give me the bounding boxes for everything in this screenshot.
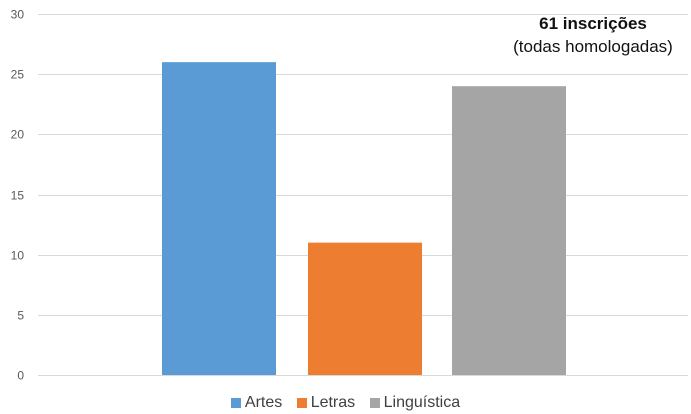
bar-artes: [162, 62, 276, 376]
y-tick-label-10: 10: [11, 249, 25, 263]
legend-swatch-artes: [230, 398, 241, 408]
y-tick-label-15: 15: [11, 189, 25, 203]
legend-swatch-letras: [296, 398, 307, 408]
bar-letras: [308, 242, 422, 375]
annotation-note: (todas homologadas): [513, 37, 673, 56]
legend-label-letras: Letras: [310, 394, 356, 411]
y-tick-label-5: 5: [17, 309, 24, 323]
y-tick-label-20: 20: [11, 128, 25, 142]
legend: Artes Letras Linguística: [0, 394, 691, 413]
legend-item-artes: Artes: [230, 394, 283, 412]
legend-label-linguistica: Linguística: [383, 394, 461, 411]
y-tick-label-30: 30: [11, 8, 25, 22]
y-tick-label-25: 25: [11, 68, 25, 82]
bar-chart-plot: 0 5 10 15 20 25 30: [11, 8, 688, 383]
legend-item-letras: Letras: [296, 394, 356, 412]
y-tick-label-0: 0: [17, 369, 24, 383]
bar-linguistica: [452, 86, 566, 375]
chart-annotation: 61 inscrições (todas homologadas): [498, 13, 688, 59]
legend-item-linguistica: Linguística: [369, 394, 461, 412]
legend-swatch-linguistica: [369, 398, 380, 408]
legend-label-artes: Artes: [244, 394, 283, 411]
annotation-total: 61 inscrições: [539, 14, 647, 33]
